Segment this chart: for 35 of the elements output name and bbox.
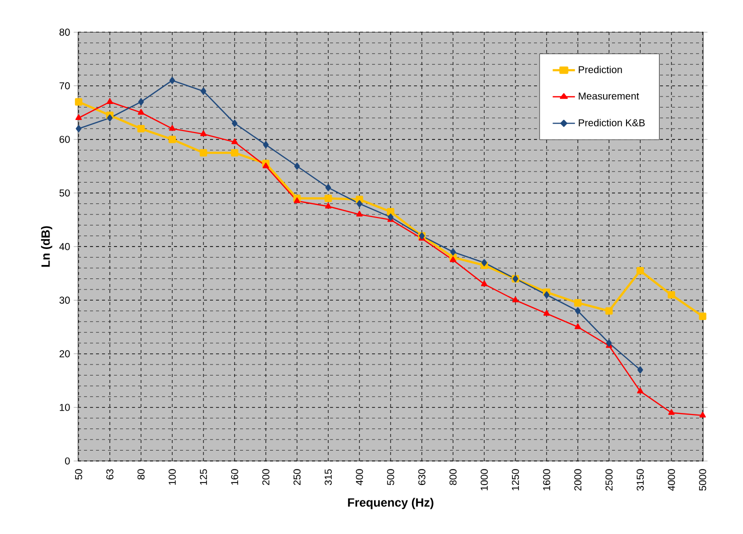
x-tick-label: 630 xyxy=(418,469,426,485)
legend-label: Prediction K&B xyxy=(578,118,645,126)
x-tick-label: 125 xyxy=(200,469,207,485)
x-tick-label: 4000 xyxy=(668,469,675,491)
x-tick-label: 2500 xyxy=(605,469,613,491)
x-tick-label: 160 xyxy=(231,469,238,485)
y-tick-label: 20 xyxy=(60,350,70,358)
x-tick-label: 80 xyxy=(137,469,145,480)
x-tick-label: 50 xyxy=(75,469,82,480)
x-tick-label: 100 xyxy=(168,469,176,485)
x-tick-label: 400 xyxy=(356,469,363,486)
y-tick-label: 0 xyxy=(65,457,70,465)
x-tick-label: 2000 xyxy=(574,469,582,491)
y-tick-label: 80 xyxy=(60,28,70,36)
y-tick-label: 70 xyxy=(60,82,70,90)
x-tick-label: 1250 xyxy=(512,469,519,490)
x-tick-label: 250 xyxy=(293,469,301,485)
legend-label: Measurement xyxy=(578,92,640,100)
x-tick-label: 5000 xyxy=(699,469,706,491)
y-tick-label: 60 xyxy=(60,136,70,143)
y-tick-label: 50 xyxy=(59,189,70,197)
y-tick-label: 10 xyxy=(60,404,70,411)
x-axis-title: Frequency (Hz) xyxy=(348,498,434,510)
legend-label: Prediction xyxy=(578,66,622,74)
x-tick-label: 3150 xyxy=(636,469,644,491)
x-tick-label: 1000 xyxy=(480,469,488,490)
y-axis-title: Ln (dB) xyxy=(41,226,52,267)
y-tick-label: 30 xyxy=(59,296,70,304)
x-tick-label: 800 xyxy=(449,469,457,486)
x-tick-label: 63 xyxy=(106,469,114,480)
x-tick-label: 200 xyxy=(262,469,270,485)
y-tick-label: 40 xyxy=(59,243,70,250)
x-tick-label: 1600 xyxy=(543,469,550,490)
x-tick-label: 500 xyxy=(387,469,394,486)
x-tick-label: 315 xyxy=(324,469,332,486)
